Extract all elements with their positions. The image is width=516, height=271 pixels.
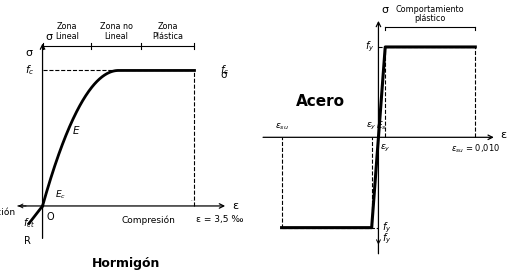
Text: $ε_y$: $ε_y$: [380, 143, 391, 154]
Text: σ: σ: [381, 5, 389, 15]
Text: ε: ε: [233, 201, 238, 211]
Text: σ: σ: [220, 70, 227, 79]
Text: Comportamiento
plástico: Comportamiento plástico: [396, 5, 464, 24]
Text: $f_{ct}$: $f_{ct}$: [23, 217, 35, 230]
Text: Zona no
Lineal: Zona no Lineal: [100, 22, 133, 41]
Text: σ: σ: [45, 32, 53, 41]
Text: R: R: [24, 236, 31, 246]
Text: Tracción: Tracción: [0, 208, 15, 217]
Text: Hormigón: Hormigón: [92, 257, 160, 270]
Text: $E_s$: $E_s$: [376, 120, 388, 132]
Text: σ: σ: [25, 48, 32, 58]
Text: $f_c$: $f_c$: [25, 64, 35, 77]
Text: O: O: [46, 212, 54, 222]
Text: $f_c$: $f_c$: [220, 64, 230, 77]
Text: Zona
Lineal: Zona Lineal: [55, 22, 79, 41]
Text: Compresión: Compresión: [122, 215, 176, 225]
Text: $f_y$: $f_y$: [382, 220, 392, 235]
Text: $ε_y$: $ε_y$: [366, 121, 377, 132]
Text: $f_y$: $f_y$: [382, 231, 392, 246]
Text: E: E: [73, 127, 79, 136]
Text: ε = 3,5 ‰: ε = 3,5 ‰: [196, 215, 244, 224]
Text: $E_c$: $E_c$: [55, 188, 66, 201]
Text: ε =: ε =: [190, 199, 193, 201]
Text: ε: ε: [501, 131, 507, 140]
Text: Acero: Acero: [296, 94, 345, 109]
Text: $ε_{su}$: $ε_{su}$: [275, 121, 288, 132]
Text: Zona
Plástica: Zona Plástica: [152, 22, 183, 41]
Text: $ε_{su}$ = 0,010: $ε_{su}$ = 0,010: [450, 143, 500, 155]
Text: $f_y$: $f_y$: [365, 40, 375, 54]
